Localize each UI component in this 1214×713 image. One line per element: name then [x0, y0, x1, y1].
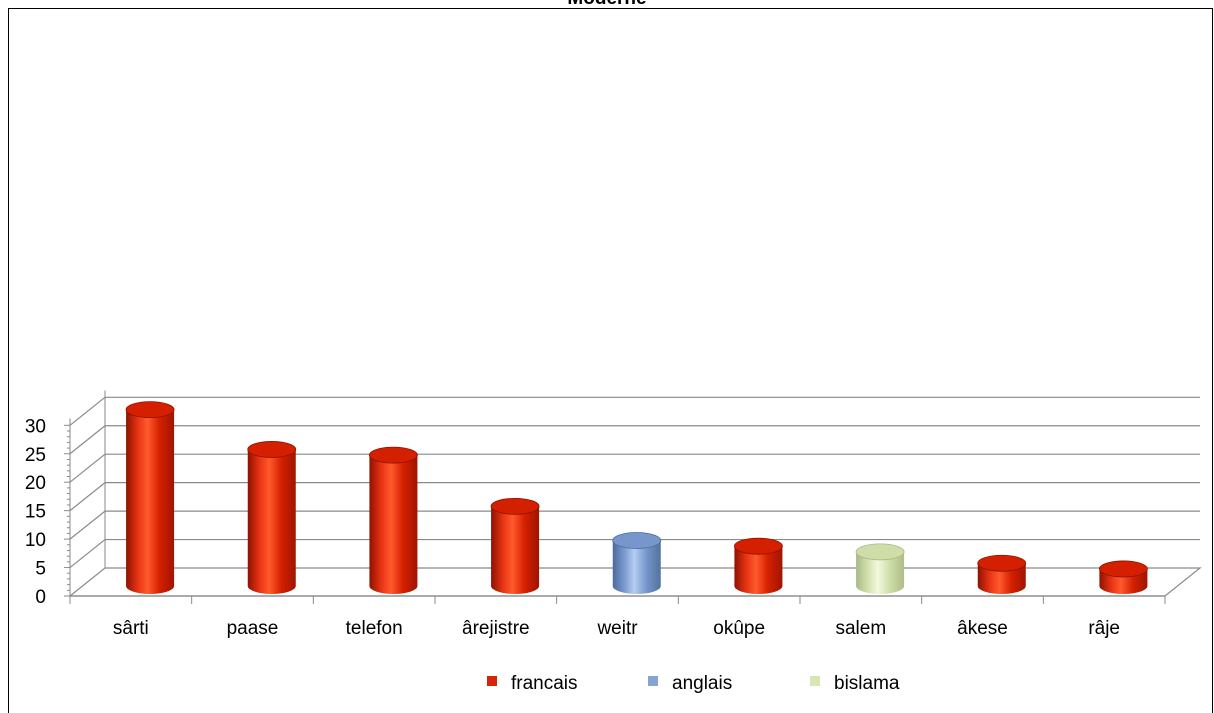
bar-akese: [977, 554, 1027, 594]
bar-body: [734, 546, 783, 594]
bar-body: [491, 506, 540, 594]
x-tick-label: râje: [1088, 618, 1120, 639]
y-tick-label: 10: [25, 530, 46, 551]
bar-top: [125, 401, 175, 419]
y-tick-label: 5: [35, 559, 46, 580]
bar-top: [1099, 560, 1148, 578]
bar-body: [856, 551, 905, 594]
legend-swatch: [487, 676, 497, 686]
legend-label: anglais: [672, 673, 732, 694]
bar-salem: [855, 543, 905, 594]
gridline-diagonal-10: [69, 510, 106, 540]
legend: francais anglais bislama: [487, 673, 900, 694]
bar-body: [126, 409, 175, 594]
bar-arejistre: [490, 497, 540, 594]
bar-okupe: [734, 537, 783, 594]
bar-weitr: [612, 532, 662, 594]
y-tick-label: 25: [25, 445, 46, 466]
bar-body: [612, 540, 661, 594]
bar-paase: [247, 441, 297, 594]
y-tick-label: 0: [35, 587, 46, 608]
bar-sarti: [125, 401, 175, 594]
bar-body: [977, 563, 1026, 594]
x-tick-label: salem: [835, 618, 886, 639]
y-tick-label: 15: [25, 502, 46, 523]
x-tick-label: ârejistre: [462, 618, 530, 639]
x-tick-label: weitr: [596, 618, 638, 639]
bar-top: [369, 446, 418, 464]
legend-label: francais: [511, 673, 578, 694]
x-tick-label: âkese: [957, 618, 1008, 639]
x-tick-label: okûpe: [713, 618, 765, 639]
legend-item-bislama: bislama: [810, 673, 900, 694]
bar-body: [369, 455, 418, 594]
gridline-diagonal-5: [69, 539, 106, 569]
gridline-diagonal-25: [69, 425, 106, 455]
bar-top: [490, 497, 540, 515]
chart-title: Moderne: [0, 0, 1214, 10]
y-tick-label: 20: [25, 473, 46, 494]
legend-swatch: [648, 676, 658, 686]
legend-item-francais: francais: [487, 673, 578, 694]
bar-top: [612, 532, 662, 549]
bar-body: [247, 449, 296, 594]
bar-telefon: [369, 446, 418, 594]
bar-layer: [125, 401, 1148, 594]
chart-frame: [8, 8, 1213, 713]
legend-label: bislama: [834, 673, 900, 694]
bar-top: [855, 543, 905, 561]
axis-layer: [64, 418, 1166, 604]
legend-swatch: [810, 676, 820, 686]
gridline-diagonal-20: [69, 453, 106, 483]
y-tick-label: 30: [25, 416, 46, 437]
legend-item-anglais: anglais: [648, 673, 732, 694]
label-layer: 0 5 10 15 20 25 30 sârti paase telefon ârejistre we…: [25, 416, 1120, 639]
gridline-diagonal-30: [69, 396, 106, 426]
bar-top: [247, 441, 297, 458]
bar-raje: [1099, 560, 1148, 594]
bar-top: [977, 554, 1027, 572]
x-tick-label: telefon: [346, 618, 403, 639]
x-tick-label: sârti: [113, 618, 149, 639]
bar-top: [734, 537, 783, 555]
gridline-diagonal-15: [69, 482, 106, 512]
x-tick-label: paase: [227, 618, 279, 639]
